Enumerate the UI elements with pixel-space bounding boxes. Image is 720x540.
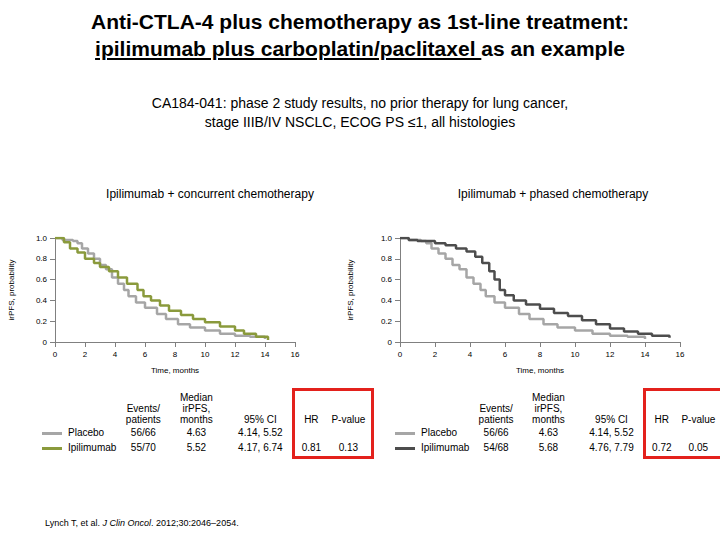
- html-text:HR: HR: [304, 414, 319, 425]
- html-text:months: months: [532, 414, 565, 425]
- html-text:54/68: 54/68: [483, 442, 509, 453]
- html-text:Placebo: Placebo: [421, 427, 458, 438]
- html-text:55/70: 55/70: [130, 442, 156, 453]
- html-text:Events/: Events/: [479, 403, 513, 414]
- html-text:0.81: 0.81: [301, 442, 322, 453]
- html-text:4.63: 4.63: [538, 427, 559, 438]
- html-text:patients: patients: [125, 414, 161, 425]
- svg-text:0.4: 0.4: [36, 296, 48, 305]
- svg-text:1.0: 1.0: [381, 234, 393, 243]
- svg-text:8: 8: [173, 350, 178, 359]
- svg-text:16: 16: [291, 350, 300, 359]
- svg-text:6: 6: [503, 350, 508, 359]
- svg-text:Ipilimumab + phased chemothera: Ipilimumab + phased chemotherapy: [458, 187, 648, 201]
- svg-text:16: 16: [676, 350, 685, 359]
- svg-text:14: 14: [641, 350, 650, 359]
- svg-text:4: 4: [113, 350, 118, 359]
- html-text:Anti-CTLA-4 plus chemotherapy: Anti-CTLA-4 plus chemotherapy as 1st-lin…: [91, 10, 629, 33]
- svg-text:10: 10: [571, 350, 580, 359]
- html-text:56/66: 56/66: [130, 427, 156, 438]
- svg-text:2: 2: [83, 350, 88, 359]
- html-text:CA184-041: phase 2 study resul: CA184-041: phase 2 study results, no pri…: [151, 95, 569, 111]
- svg-text:0.6: 0.6: [381, 275, 393, 284]
- html-text:ipilimumab plus carboplatin/pa: ipilimumab plus carboplatin/paclitaxel a…: [95, 37, 625, 60]
- svg-text:12: 12: [606, 350, 615, 359]
- html-text:months: months: [180, 414, 213, 425]
- svg-text:0: 0: [398, 350, 403, 359]
- html-text:5.68: 5.68: [538, 442, 559, 453]
- html-text:56/66: 56/66: [483, 427, 509, 438]
- svg-text:Time, months: Time, months: [516, 366, 564, 375]
- html-text:95% CI: 95% CI: [244, 414, 277, 425]
- html-text:irPFS,: irPFS,: [182, 403, 211, 414]
- svg-text:0.2: 0.2: [381, 317, 393, 326]
- svg-text:0: 0: [388, 338, 393, 347]
- svg-text:14: 14: [261, 350, 270, 359]
- html-text:95% CI: 95% CI: [595, 414, 628, 425]
- svg-text:0: 0: [53, 350, 58, 359]
- html-text:Lynch T, et al. J Clin Oncol.: Lynch T, et al. J Clin Oncol. 2012;30:20…: [45, 518, 239, 528]
- svg-text:1.0: 1.0: [36, 234, 48, 243]
- html-text:P-value: P-value: [681, 414, 716, 425]
- svg-text:8: 8: [538, 350, 543, 359]
- html-text:Placebo: Placebo: [68, 427, 105, 438]
- html-text:Median: Median: [532, 392, 565, 403]
- svg-text:irPFS, probability: irPFS, probability: [7, 260, 16, 321]
- html-text:stage IIIB/IV NSCLC, ECOG PS ≤: stage IIIB/IV NSCLC, ECOG PS ≤1, all his…: [204, 114, 516, 130]
- html-text:0.13: 0.13: [338, 442, 359, 453]
- html-text:5.52: 5.52: [186, 442, 207, 453]
- svg-text:Ipilimumab + concurrent chemot: Ipilimumab + concurrent chemotherapy: [106, 187, 314, 201]
- svg-text:6: 6: [143, 350, 148, 359]
- svg-text:irPFS, probability: irPFS, probability: [346, 260, 355, 321]
- html-text:P-value: P-value: [331, 414, 366, 425]
- html-text:4.76, 7.79: 4.76, 7.79: [589, 442, 634, 453]
- svg-text:0.8: 0.8: [381, 254, 393, 263]
- html-text:Ipilimumab: Ipilimumab: [68, 442, 117, 453]
- html-text:Events/: Events/: [126, 403, 160, 414]
- svg-text:0: 0: [43, 338, 48, 347]
- html-text:irPFS,: irPFS,: [534, 403, 563, 414]
- svg-text:12: 12: [231, 350, 240, 359]
- html-text:4.14, 5.52: 4.14, 5.52: [589, 427, 634, 438]
- html-text:4.63: 4.63: [186, 427, 207, 438]
- html-text:HR: HR: [654, 414, 669, 425]
- html-text:0.05: 0.05: [688, 442, 709, 453]
- html-text:Median: Median: [180, 392, 213, 403]
- svg-text:0.2: 0.2: [36, 317, 48, 326]
- svg-text:0.4: 0.4: [381, 296, 393, 305]
- svg-text:Time, months: Time, months: [151, 366, 199, 375]
- html-text:Ipilimumab: Ipilimumab: [421, 442, 470, 453]
- html-text:0.72: 0.72: [652, 442, 672, 453]
- svg-text:2: 2: [433, 350, 438, 359]
- svg-text:10: 10: [201, 350, 210, 359]
- html-text:4.14, 5.52: 4.14, 5.52: [238, 427, 283, 438]
- html-text:4.17, 6.74: 4.17, 6.74: [238, 442, 283, 453]
- svg-text:0.8: 0.8: [36, 254, 48, 263]
- svg-text:4: 4: [468, 350, 473, 359]
- svg-text:0.6: 0.6: [36, 275, 48, 284]
- html-text:patients: patients: [478, 414, 514, 425]
